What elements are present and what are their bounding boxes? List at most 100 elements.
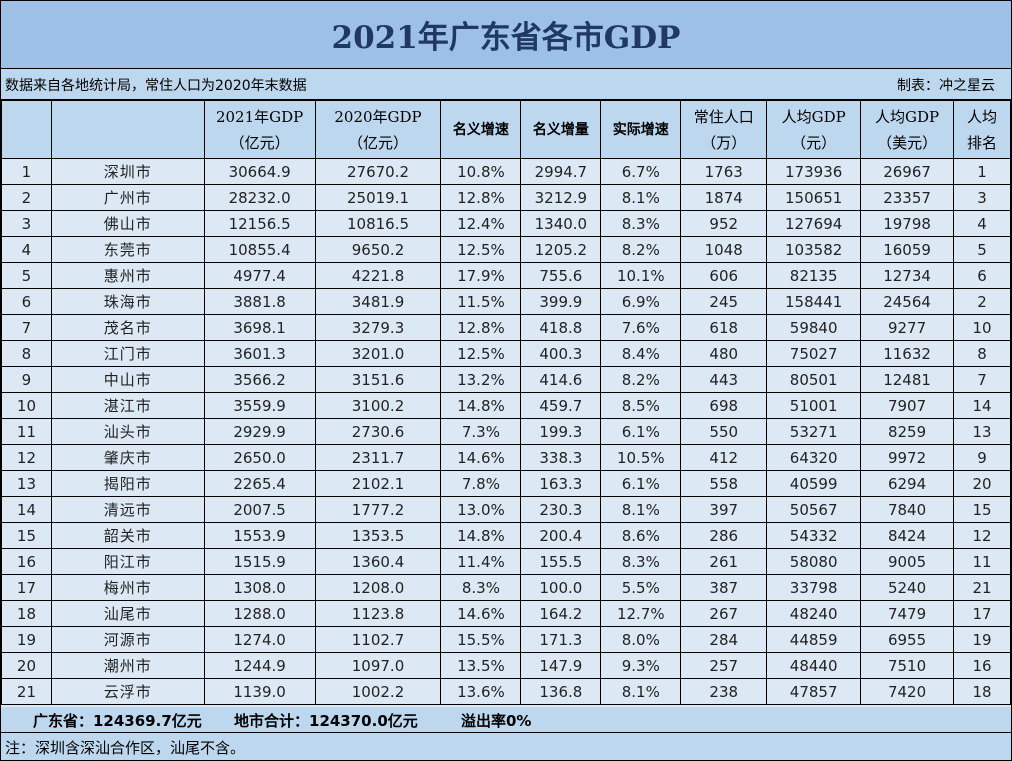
table-cell: 755.6 xyxy=(520,262,602,289)
table-row: 5 惠州市 4977.4 4221.8 17.9% 755.6 10.1% 606 82135 1… xyxy=(1,262,1011,289)
header-line-1: 常住人口 xyxy=(693,107,754,126)
table-cell: 13.2% xyxy=(440,366,522,393)
table-cell: 6.9% xyxy=(600,288,682,315)
table-row: 20 潮州市 1244.9 1097.0 13.5% 147.9 9.3% 257 48440 7… xyxy=(1,652,1011,679)
table-cell: 412 xyxy=(680,444,768,471)
table-row: 14 清远市 2007.5 1777.2 13.0% 230.3 8.1% 397 50567 7… xyxy=(1,496,1011,523)
table-cell: 261 xyxy=(680,548,768,575)
table-cell: 558 xyxy=(680,470,768,497)
table-cell: 44859 xyxy=(766,626,862,653)
table-cell: 606 xyxy=(680,262,768,289)
table-cell: 147.9 xyxy=(520,652,602,679)
table-cell: 11 xyxy=(1,418,52,445)
table-cell: 12.5% xyxy=(440,340,522,367)
header-line-1: 实际增速 xyxy=(612,121,669,138)
note-text: 注：深圳含深汕合作区，汕尾不含。 xyxy=(5,739,246,757)
table-cell: 100.0 xyxy=(520,574,602,601)
table-cell: 4977.4 xyxy=(203,262,316,289)
table-cell: 51001 xyxy=(766,392,862,419)
table-cell: 25019.1 xyxy=(314,184,442,211)
page-title: 2021年广东省各市GDP xyxy=(331,20,681,56)
table-cell: 3201.0 xyxy=(314,340,442,367)
table-cell: 10 xyxy=(1,392,52,419)
header-line-2: （元） xyxy=(791,133,837,152)
maker-credit: 制表：冲之星云 xyxy=(897,78,995,94)
table-cell: 6 xyxy=(1,288,52,315)
table-row: 18 汕尾市 1288.0 1123.8 14.6% 164.2 12.7% 267 48240… xyxy=(1,600,1011,627)
table-cell: 9 xyxy=(953,444,1011,471)
table-cell: 1 xyxy=(953,158,1011,185)
table-cell: 8 xyxy=(1,340,52,367)
table-cell: 1288.0 xyxy=(203,600,316,627)
header-line-1: 名义增量 xyxy=(532,121,589,138)
table-cell: 8.3% xyxy=(600,548,682,575)
table-cell: 9277 xyxy=(860,314,955,341)
table-row: 10 湛江市 3559.9 3100.2 14.8% 459.7 8.5% 698 51001 7… xyxy=(1,392,1011,419)
column-header-8: 人均GDP （元） xyxy=(766,100,862,159)
table-cell: 54332 xyxy=(766,522,862,549)
table-cell: 11 xyxy=(953,548,1011,575)
table-cell: 952 xyxy=(680,210,768,237)
table-cell: 湛江市 xyxy=(50,392,205,419)
table-cell: 2650.0 xyxy=(203,444,316,471)
table-row: 12 肇庆市 2650.0 2311.7 14.6% 338.3 10.5% 412 64320… xyxy=(1,444,1011,471)
table-cell: 3566.2 xyxy=(203,366,316,393)
column-header-10: 人均 排名 xyxy=(953,100,1011,159)
table-cell: 3481.9 xyxy=(314,288,442,315)
table-cell: 80501 xyxy=(766,366,862,393)
province-total: 广东省：124369.7亿元 xyxy=(33,712,202,730)
table-cell: 10.5% xyxy=(600,444,682,471)
table-cell: 8.3% xyxy=(440,574,522,601)
table-cell: 64320 xyxy=(766,444,862,471)
table-cell: 13 xyxy=(1,470,52,497)
table-cell: 6 xyxy=(953,262,1011,289)
table-cell: 5 xyxy=(1,262,52,289)
column-header-9: 人均GDP （美元） xyxy=(860,100,955,159)
table-cell: 2 xyxy=(1,184,52,211)
table-row: 11 汕头市 2929.9 2730.6 7.3% 199.3 6.1% 550 53271 82… xyxy=(1,418,1011,445)
table-cell: 8.6% xyxy=(600,522,682,549)
table-cell: 47857 xyxy=(766,678,862,705)
table-cell: 1515.9 xyxy=(203,548,316,575)
table-cell: 1360.4 xyxy=(314,548,442,575)
table-cell: 400.3 xyxy=(520,340,602,367)
table-cell: 14 xyxy=(1,496,52,523)
table-cell: 12.8% xyxy=(440,314,522,341)
table-cell: 8424 xyxy=(860,522,955,549)
table-cell: 17.9% xyxy=(440,262,522,289)
table-cell: 9.3% xyxy=(600,652,682,679)
table-cell: 698 xyxy=(680,392,768,419)
table-cell: 53271 xyxy=(766,418,862,445)
table-cell: 443 xyxy=(680,366,768,393)
table-cell: 26967 xyxy=(860,158,955,185)
table-cell: 1139.0 xyxy=(203,678,316,705)
table-cell: 3 xyxy=(1,210,52,237)
table-cell: 1123.8 xyxy=(314,600,442,627)
table-cell: 3212.9 xyxy=(520,184,602,211)
table-cell: 10816.5 xyxy=(314,210,442,237)
table-cell: 12734 xyxy=(860,262,955,289)
table-cell: 5.5% xyxy=(600,574,682,601)
table-cell: 8.1% xyxy=(600,496,682,523)
info-row: 数据来自各地统计局，常住人口为2020年末数据 制表：冲之星云 xyxy=(1,69,1011,100)
table-cell: 59840 xyxy=(766,314,862,341)
header-line-2: （亿元） xyxy=(229,133,290,152)
data-source-text: 数据来自各地统计局，常住人口为2020年末数据 xyxy=(5,78,307,94)
table-cell: 245 xyxy=(680,288,768,315)
table-cell: 8.4% xyxy=(600,340,682,367)
table-cell: 550 xyxy=(680,418,768,445)
table-cell: 15 xyxy=(953,496,1011,523)
table-cell: 21 xyxy=(1,678,52,705)
table-cell: 8.3% xyxy=(600,210,682,237)
table-cell: 3 xyxy=(953,184,1011,211)
table-row: 3 佛山市 12156.5 10816.5 12.4% 1340.0 8.3% 952 1276… xyxy=(1,210,1011,237)
table-cell: 338.3 xyxy=(520,444,602,471)
table-cell: 7.3% xyxy=(440,418,522,445)
table-cell: 155.5 xyxy=(520,548,602,575)
table-cell: 21 xyxy=(953,574,1011,601)
table-cell: 397 xyxy=(680,496,768,523)
table-cell: 8.1% xyxy=(600,184,682,211)
table-cell: 17 xyxy=(1,574,52,601)
table-cell: 8.2% xyxy=(600,366,682,393)
table-cell: 8.1% xyxy=(600,678,682,705)
